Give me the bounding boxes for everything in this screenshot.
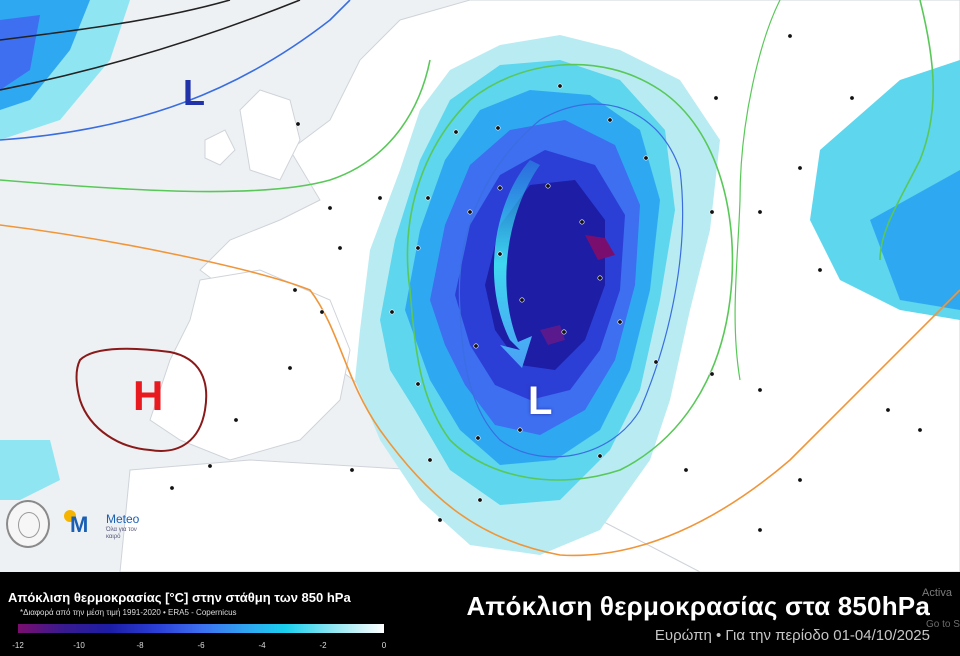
- high-pressure-contour: [75, 347, 208, 452]
- isobars: [0, 0, 960, 557]
- main-title: Απόκλιση θερμοκρασίας στα 850hPa: [466, 591, 930, 621]
- main-subtitle: Ευρώπη • Για την περίοδο 01-04/10/2025: [654, 627, 930, 644]
- goto-settings-text: Go to S: [926, 619, 960, 630]
- activate-windows-text: Activa: [922, 587, 952, 599]
- weather-map: L H L M Meteo Όλα για τον καιρό: [0, 0, 960, 572]
- colorbar-tick: -2: [319, 641, 327, 650]
- meteo-m-icon: M: [70, 512, 88, 537]
- meteo-logo: M Meteo Όλα για τον καιρό: [64, 510, 144, 544]
- cold-air-arrow: [493, 160, 540, 368]
- colorbar-tick: -12: [12, 641, 24, 650]
- colorbar-tick: -10: [73, 641, 85, 650]
- colorbar-tick: -8: [136, 641, 144, 650]
- meteo-logo-text: Meteo: [106, 512, 140, 526]
- university-seal-icon: [6, 500, 50, 548]
- legend-bar: Απόκλιση θερμοκρασίας [°C] στην στάθμη τ…: [0, 572, 960, 656]
- legend-subtitle: *Διαφορά από την μέση τιμή 1991-2020 • E…: [20, 608, 237, 617]
- colorbar: [18, 624, 384, 633]
- high-pressure-label-iberia: H: [133, 372, 164, 419]
- meteo-sun-icon: [64, 510, 76, 522]
- colorbar-tick: 0: [381, 641, 387, 650]
- logos: M Meteo Όλα για τον καιρό: [6, 500, 146, 548]
- low-pressure-label-aegean: L: [528, 379, 553, 423]
- legend-title: Απόκλιση θερμοκρασίας [°C] στην στάθμη τ…: [8, 590, 351, 605]
- map-canvas: [0, 0, 960, 572]
- meteo-tagline: Όλα για τον καιρό: [106, 527, 137, 540]
- low-pressure-label-north: L: [183, 72, 205, 113]
- colorbar-tick: -6: [197, 641, 205, 650]
- stations: [169, 33, 923, 533]
- colorbar-tick: -4: [258, 641, 266, 650]
